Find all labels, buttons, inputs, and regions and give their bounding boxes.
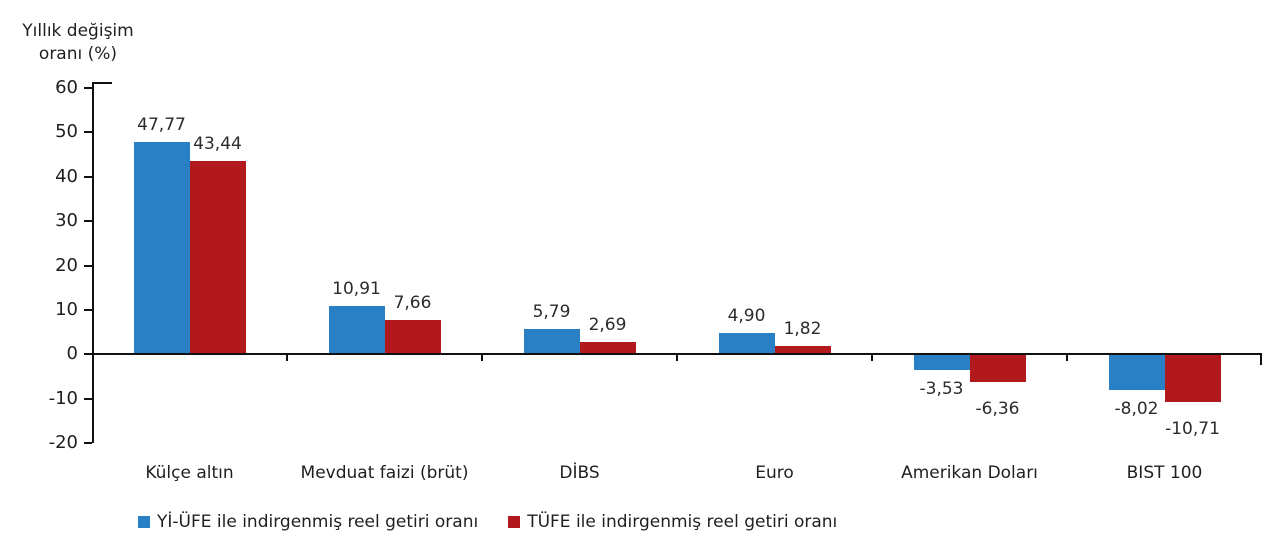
x-tick: [871, 355, 873, 362]
y-tick-label: 50: [55, 121, 78, 143]
bar-value-label: -3,53: [919, 378, 964, 399]
bar-value-label: 2,69: [588, 315, 627, 336]
y-tick: [84, 353, 92, 356]
legend-label: Yİ-ÜFE ile indirgenmiş reel getiri oranı: [157, 512, 479, 532]
category-label: BIST 100: [1126, 463, 1203, 483]
y-tick: [84, 397, 92, 400]
category-label: Mevduat faizi (brüt): [300, 463, 469, 483]
bar: [328, 305, 385, 355]
category-label: Euro: [755, 463, 794, 483]
y-axis-top-cap: [92, 82, 112, 84]
x-axis-end-cap: [1260, 353, 1262, 366]
y-tick: [84, 264, 92, 267]
y-tick-label: 40: [55, 165, 78, 187]
y-tick: [84, 308, 92, 311]
bar: [189, 161, 246, 355]
x-tick: [676, 355, 678, 362]
legend-item: Yİ-ÜFE ile indirgenmiş reel getiri oranı: [138, 512, 478, 532]
bar-value-label: -10,71: [1165, 418, 1220, 439]
y-tick-label: 30: [55, 210, 78, 232]
bar-value-label: 7,66: [393, 293, 432, 314]
y-axis-line: [92, 82, 94, 443]
y-tick: [84, 220, 92, 223]
bar: [1108, 354, 1165, 390]
bar: [133, 142, 190, 355]
x-axis-line: [92, 353, 1262, 356]
y-tick: [84, 175, 92, 178]
y-tick: [84, 442, 92, 444]
bar: [1164, 354, 1221, 402]
legend-swatch-icon: [508, 516, 521, 528]
bar-value-label: 4,90: [727, 305, 766, 326]
legend-label: TÜFE ile indirgenmiş reel getiri oranı: [527, 512, 838, 532]
bar: [718, 332, 775, 355]
bar: [969, 354, 1026, 383]
y-axis-title-line1: Yıllık değişim: [22, 21, 134, 41]
bar: [913, 354, 970, 370]
y-tick-label: 60: [55, 77, 78, 98]
bar: [523, 328, 580, 355]
y-axis-title-line2: oranı (%): [38, 44, 118, 64]
bar-value-label: 43,44: [193, 134, 242, 155]
legend-swatch-icon: [138, 516, 150, 528]
y-axis-title: Yıllık değişim oranı (%): [2, 20, 154, 66]
bar-value-label: 1,82: [783, 319, 822, 340]
category-label: Amerikan Doları: [901, 463, 1038, 483]
bar: [774, 346, 831, 355]
bar: [579, 342, 636, 355]
y-tick: [84, 131, 92, 134]
bar: [384, 320, 441, 355]
y-tick-label: -20: [48, 432, 78, 453]
bar-value-label: 47,77: [137, 115, 186, 136]
category-label: DİBS: [559, 463, 600, 483]
y-tick-label: 10: [55, 298, 78, 320]
y-tick: [84, 87, 92, 89]
legend: Yİ-ÜFE ile indirgenmiş reel getiri oranı…: [138, 512, 837, 532]
y-tick-label: -10: [48, 387, 78, 409]
bar-value-label: 10,91: [332, 278, 381, 299]
x-tick: [481, 355, 483, 362]
y-tick-label: 20: [55, 254, 78, 276]
bar-value-label: -6,36: [975, 399, 1020, 420]
y-tick-label: 0: [66, 343, 78, 365]
x-tick: [1066, 355, 1068, 362]
x-tick: [286, 355, 288, 362]
bar-value-label: -8,02: [1114, 398, 1159, 419]
bar-value-label: 5,79: [532, 301, 571, 322]
legend-item: TÜFE ile indirgenmiş reel getiri oranı: [508, 512, 837, 532]
category-label: Külçe altın: [145, 463, 234, 483]
